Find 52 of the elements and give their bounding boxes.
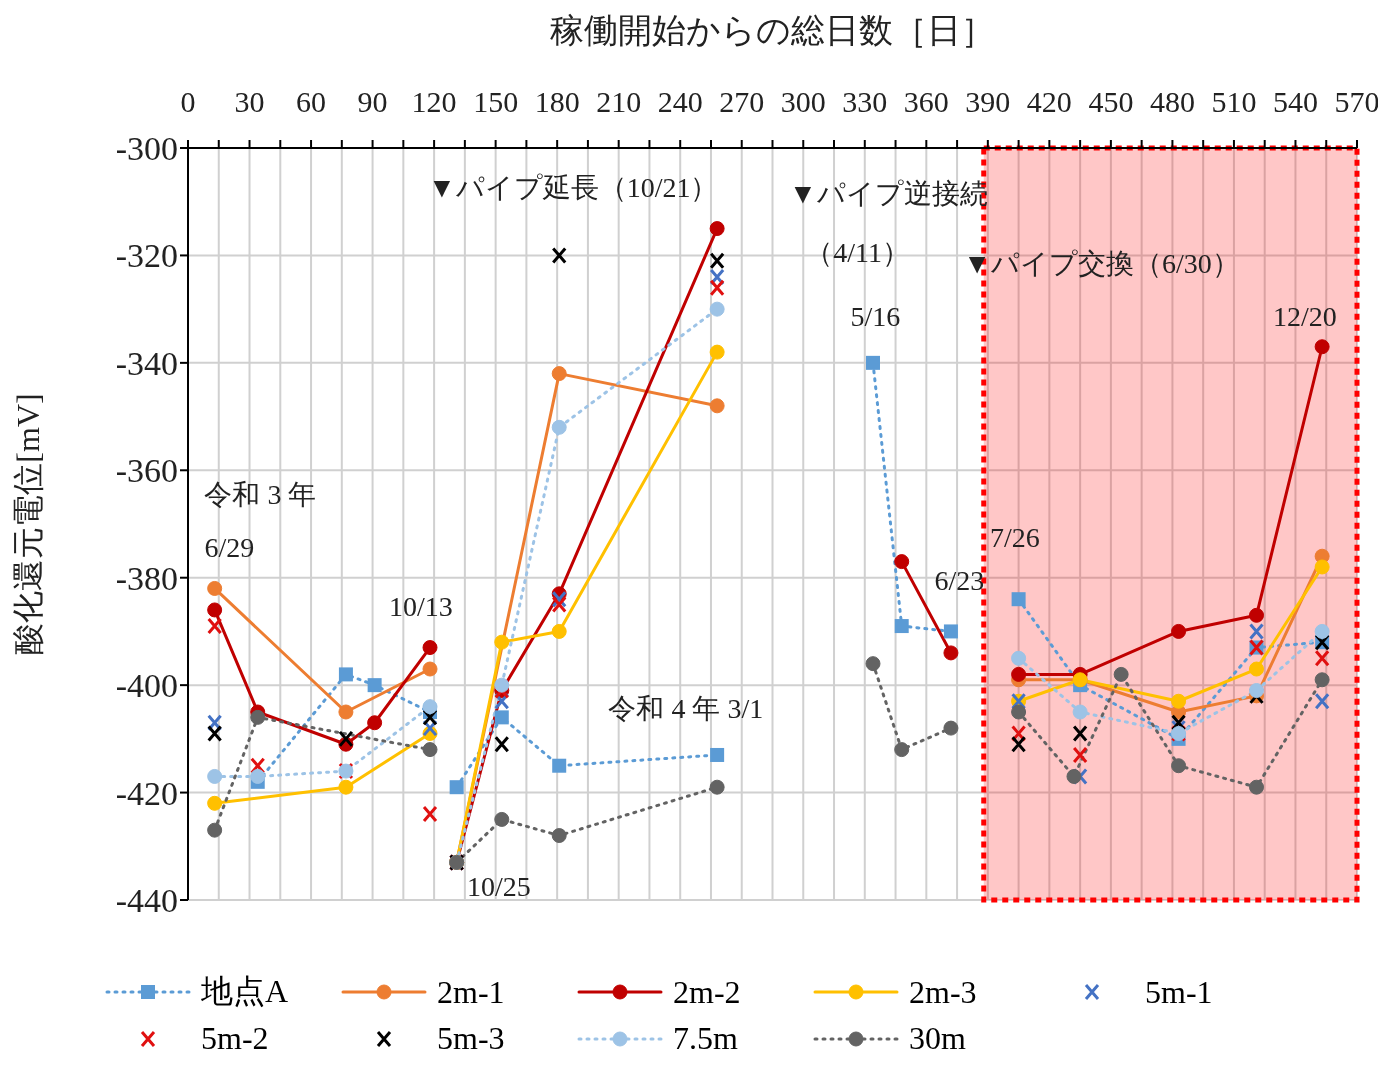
x-tick-label: 0	[180, 85, 196, 118]
x-tick-label: 570	[1334, 85, 1380, 118]
x-tick-label: 240	[657, 85, 703, 118]
y-tick-label: -400	[115, 667, 178, 705]
annotation: 12/20	[1272, 301, 1337, 333]
x-tick-label: 300	[780, 85, 826, 118]
legend-label: 5m-1	[1145, 973, 1213, 1011]
x-tick-label: 270	[719, 85, 765, 118]
x-tick-label: 150	[473, 85, 519, 118]
x-tick-label: 420	[1026, 85, 1072, 118]
annotation: 6/29	[204, 532, 255, 564]
annotation: 7/26	[989, 521, 1040, 553]
x-tick-label: 480	[1149, 85, 1195, 118]
annotation: 令和 3 年	[204, 478, 317, 510]
legend-label: 7.5m	[673, 1020, 738, 1057]
x-tick-label: 90	[357, 85, 388, 118]
x-tick-label: 360	[903, 85, 949, 118]
y-tick-label: -420	[115, 774, 178, 812]
legend-label: 2m-1	[437, 973, 505, 1011]
annotation: ▼パイプ逆接続	[788, 177, 988, 209]
x-tick-label: 210	[596, 85, 642, 118]
legend-label: 5m-3	[437, 1020, 505, 1057]
annotation: 10/13	[388, 591, 453, 623]
x-tick-label: 330	[842, 85, 888, 118]
x-tick-label: 510	[1211, 85, 1257, 118]
annotation: （4/11）	[805, 236, 911, 268]
annotation: 5/16	[850, 301, 901, 333]
x-tick-label: 60	[296, 85, 327, 118]
x-tick-label: 450	[1088, 85, 1134, 118]
annotation: 令和 4 年 3/1	[608, 693, 764, 725]
x-tick-label: 390	[965, 85, 1011, 118]
legend-label: 2m-2	[673, 973, 741, 1011]
y-tick-label: -320	[115, 237, 178, 275]
y-tick-label: -380	[115, 559, 178, 597]
annotation: 10/25	[466, 870, 531, 902]
y-tick-label: -360	[115, 452, 178, 490]
x-tick-label: 120	[411, 85, 457, 118]
x-axis-title: 稼働開始からの総日数［日］	[550, 12, 995, 50]
legend-label: 5m-2	[201, 1020, 269, 1057]
annotation: 6/23	[934, 564, 985, 596]
y-tick-label: -440	[115, 882, 178, 920]
x-tick-label: 30	[234, 85, 265, 118]
x-tick-label: 180	[534, 85, 580, 118]
annotation: ▼パイプ交換（6/30）	[963, 247, 1240, 279]
legend-label: 地点A	[201, 972, 289, 1011]
legend-label: 30m	[909, 1020, 966, 1057]
y-tick-label: -300	[115, 130, 178, 168]
legend-label: 2m-3	[909, 973, 977, 1011]
x-tick-label: 540	[1272, 85, 1318, 118]
annotation: ▼パイプ延長（10/21）	[427, 172, 719, 204]
y-axis-title: 酸化還元電位[mV]	[10, 393, 47, 655]
y-tick-label: -340	[115, 344, 178, 382]
